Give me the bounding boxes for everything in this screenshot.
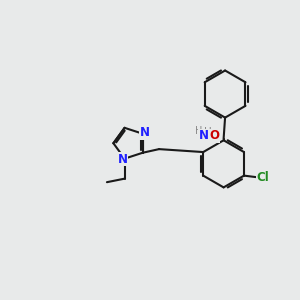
Text: N: N: [118, 153, 128, 166]
Text: N: N: [198, 129, 208, 142]
Text: Cl: Cl: [257, 171, 269, 184]
Text: N: N: [140, 126, 149, 139]
Text: O: O: [210, 129, 220, 142]
Text: H: H: [204, 127, 212, 137]
Text: H: H: [195, 126, 203, 136]
